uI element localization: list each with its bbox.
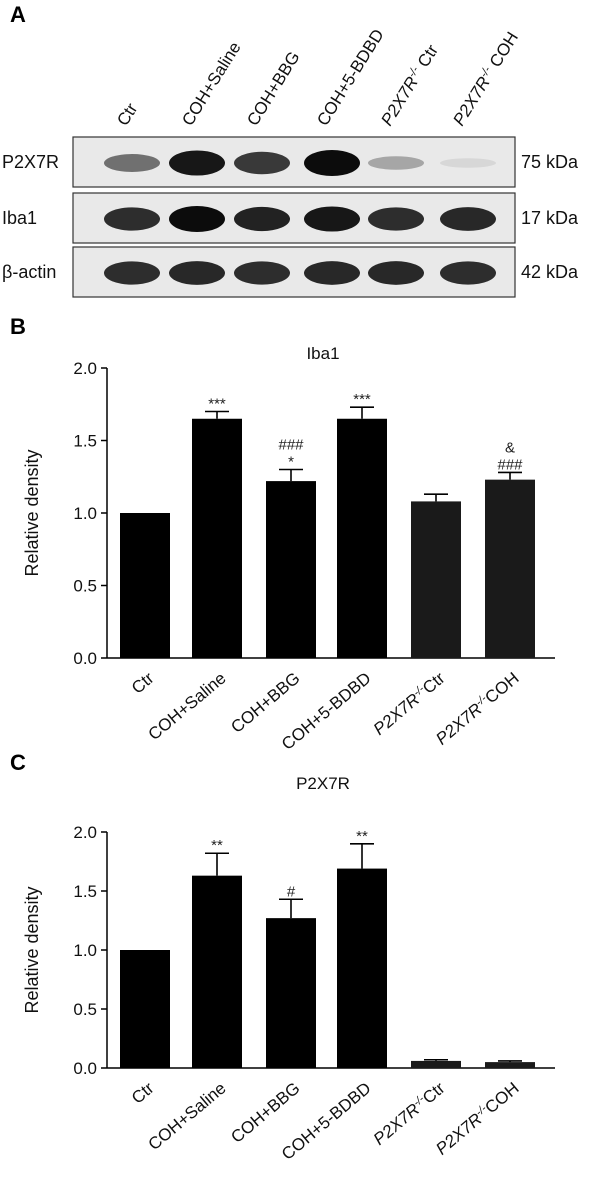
chart-title: Iba1 (306, 344, 339, 363)
panel-letter-a: A (10, 2, 26, 27)
lane-label-4: P2X7R-/- Ctr (377, 41, 442, 129)
blot-band-0-4 (368, 156, 424, 170)
p2x7r-bar-chart: 0.0 0.5 1.0 1.5 2.0 Relative density P2X7R Ctr *… (22, 774, 555, 1164)
panel-letter-c: C (10, 750, 26, 775)
y-tick-label-0: 0.0 (73, 1059, 97, 1078)
y-tick-label-2: 1.0 (73, 941, 97, 960)
lane-label-5-rest: COH (483, 29, 522, 75)
blot-size-label-0: 75 kDa (521, 152, 579, 172)
blot-band-1-2 (234, 206, 290, 232)
blot-band-1-4 (368, 207, 424, 231)
lane-label-4-main: P2X7R (377, 73, 422, 129)
x-category-label-5-rest: COH (481, 1079, 522, 1118)
x-category-label-4-main: P2X7R (370, 690, 423, 739)
x-category-label-1-main: COH+Saline (145, 669, 230, 745)
bar-0 (120, 513, 170, 658)
blot-row-label-0: P2X7R (2, 152, 59, 172)
x-category-label-0-main: Ctr (128, 668, 158, 697)
lane-label-1: COH+Saline (178, 39, 244, 130)
blot-row-label-1: Iba1 (2, 208, 37, 228)
chart-title: P2X7R (296, 774, 350, 793)
bar-2 (266, 918, 316, 1068)
x-category-label-5-rest: COH (481, 669, 522, 708)
blot-size-label-1: 17 kDa (521, 208, 579, 228)
y-tick-label-0: 0.0 (73, 649, 97, 668)
x-category-label-4: P2X7R-/-Ctr (370, 668, 449, 739)
x-category-label-4-main: P2X7R (370, 1100, 423, 1149)
blot-band-2-5 (440, 261, 496, 285)
x-category-label-0: Ctr (128, 1078, 158, 1107)
x-category-label-0-main: Ctr (128, 1078, 158, 1107)
lane-label-5: P2X7R-/- COH (449, 29, 522, 130)
blot-band-1-3 (304, 206, 360, 232)
x-category-label-5-main: P2X7R (432, 699, 485, 748)
bar-0 (120, 950, 170, 1068)
bar-1 (192, 418, 242, 658)
y-tick-label-3: 1.5 (73, 882, 97, 901)
y-tick-label-4: 2.0 (73, 823, 97, 842)
lane-label-5-main: P2X7R (449, 73, 494, 129)
y-tick-label-1: 0.5 (73, 577, 97, 596)
x-category-label-5-main: P2X7R (432, 1109, 485, 1158)
x-category-label-0: Ctr (128, 668, 158, 697)
significance-label-3-0: ** (356, 828, 368, 845)
blot-band-1-5 (440, 207, 496, 231)
blot-band-1-1 (169, 206, 225, 232)
lane-label-0: Ctr (113, 100, 141, 130)
blot-size-label-2: 42 kDa (521, 262, 579, 282)
blot-band-1-0 (104, 207, 160, 231)
significance-label-3-0: *** (353, 391, 371, 408)
significance-label-1-0: ** (211, 837, 223, 854)
x-category-label-1-main: COH+Saline (145, 1079, 230, 1155)
significance-label-2-1: ### (278, 437, 304, 454)
bar-2 (266, 481, 316, 658)
bar-4 (411, 501, 461, 658)
significance-label-5-0: ### (497, 456, 523, 473)
panel-letter-b: B (10, 314, 26, 339)
blot-band-0-5 (440, 158, 496, 168)
significance-label-5-1: & (505, 439, 515, 456)
significance-label-1-0: *** (208, 396, 226, 413)
blot-band-2-4 (368, 261, 424, 285)
blot-band-2-3 (304, 261, 360, 285)
bar-3 (337, 418, 387, 658)
y-axis-title: Relative density (22, 449, 42, 576)
y-axis-title: Relative density (22, 886, 42, 1013)
y-tick-label-1: 0.5 (73, 1000, 97, 1019)
y-tick-label-2: 1.0 (73, 504, 97, 523)
lane-label-3-main: COH+5-BDBD (313, 26, 387, 129)
lane-label-1-main: COH+Saline (178, 39, 244, 130)
lane-label-0-main: Ctr (113, 100, 141, 130)
bar-4 (411, 1060, 461, 1068)
blot-row-label-2: β-actin (2, 262, 56, 282)
bar-5 (485, 479, 535, 658)
significance-label-2-0: * (288, 454, 294, 471)
x-category-label-4: P2X7R-/-Ctr (370, 1078, 449, 1149)
blot-band-0-3 (304, 150, 360, 176)
lane-label-2-main: COH+BBG (243, 48, 303, 129)
y-tick-label-3: 1.5 (73, 432, 97, 451)
blot-band-2-1 (169, 261, 225, 285)
y-tick-label-4: 2.0 (73, 359, 97, 378)
bar-3 (337, 868, 387, 1068)
blot-band-2-2 (234, 261, 290, 285)
blot-band-0-0 (104, 154, 160, 172)
blot-band-2-0 (104, 261, 160, 285)
significance-label-2-0: # (287, 883, 296, 900)
lane-label-2: COH+BBG (243, 48, 303, 129)
blot-band-0-2 (234, 151, 290, 175)
bar-1 (192, 875, 242, 1068)
x-category-label-1: COH+Saline (145, 669, 230, 745)
blot-band-0-1 (169, 150, 225, 176)
bar-5 (485, 1062, 535, 1068)
x-category-label-1: COH+Saline (145, 1079, 230, 1155)
lane-label-3: COH+5-BDBD (313, 26, 387, 129)
